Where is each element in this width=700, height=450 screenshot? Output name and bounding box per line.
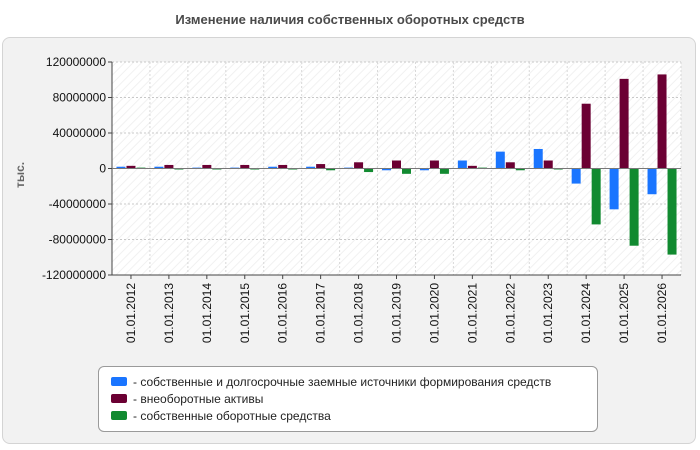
bar [619,78,629,169]
x-tick-label: 01.01.2014 [200,283,214,343]
y-tick-label: -120000000 [42,268,106,282]
bar [164,164,174,169]
chart-title: Изменение наличия собственных оборотных … [175,12,525,27]
bar [306,166,316,169]
x-tick-label: 01.01.2015 [238,283,252,343]
bar [439,168,449,174]
x-tick-label: 01.01.2020 [427,283,441,343]
bar [316,164,326,169]
bar [647,168,657,195]
bar [591,168,601,225]
legend-item-noncurrent-assets: - внеоборотные активы [111,390,597,407]
legend-swatch [111,411,127,420]
x-tick-labels: 01.01.2012 01.01.2013 01.01.2014 01.01.2015… [124,283,669,343]
x-tick-label: 01.01.2018 [352,283,366,343]
bar [126,165,136,169]
bar [667,168,677,255]
bar [268,166,278,169]
bar [581,103,591,169]
bar [402,168,411,174]
legend-item-sources: - собственные и долгосрочные заемные ист… [111,373,597,390]
bar [240,164,250,169]
axes [108,61,681,279]
y-tick-label: -40000000 [49,197,107,211]
bar [364,168,374,173]
bar [202,164,212,169]
y-tick-labels: 120000000 80000000 40000000 0 -40000000 -8000… [42,55,106,282]
bar [457,160,467,169]
bars [116,74,677,255]
y-tick-label: 80000000 [53,91,107,105]
bar [326,168,336,171]
legend-label: - собственные оборотные средства [133,408,331,423]
legend-swatch [111,394,127,403]
bar [154,166,164,169]
legend-label: - собственные и долгосрочные заемные ист… [133,374,552,389]
legend-swatch [111,377,127,386]
bar [505,162,515,169]
x-tick-label: 01.01.2023 [541,283,555,343]
bar [657,74,667,169]
bar [571,168,581,184]
x-tick-label: 01.01.2012 [124,283,138,343]
bar [543,160,553,169]
bar [629,168,639,246]
bar [467,165,477,169]
x-tick-label: 01.01.2017 [314,283,328,343]
x-tick-label: 01.01.2021 [465,283,479,343]
y-tick-label: 40000000 [53,126,107,140]
y-axis-label: тыс. [13,161,27,188]
bar [533,148,543,169]
bar [116,166,126,169]
bar [382,168,391,171]
x-tick-label: 01.01.2019 [390,283,404,343]
bar [495,151,505,169]
y-tick-label: 0 [99,162,106,176]
bar [278,164,288,169]
bar [429,160,439,169]
x-tick-label: 01.01.2022 [503,283,517,343]
x-tick-label: 01.01.2026 [655,283,669,343]
bar [419,168,429,171]
bar [392,160,401,169]
legend: - собственные и долгосрочные заемные ист… [98,366,598,432]
y-tick-label: 120000000 [46,55,106,69]
legend-label: - внеоборотные активы [133,391,264,406]
x-tick-label: 01.01.2025 [617,283,631,343]
legend-item-working-capital: - собственные оборотные средства [111,407,597,424]
bar [354,162,364,169]
y-tick-label: -80000000 [49,233,107,247]
x-tick-label: 01.01.2013 [162,283,176,343]
x-tick-label: 01.01.2016 [276,283,290,343]
bar [609,168,619,210]
x-tick-label: 01.01.2024 [579,283,593,343]
bar [515,168,525,171]
